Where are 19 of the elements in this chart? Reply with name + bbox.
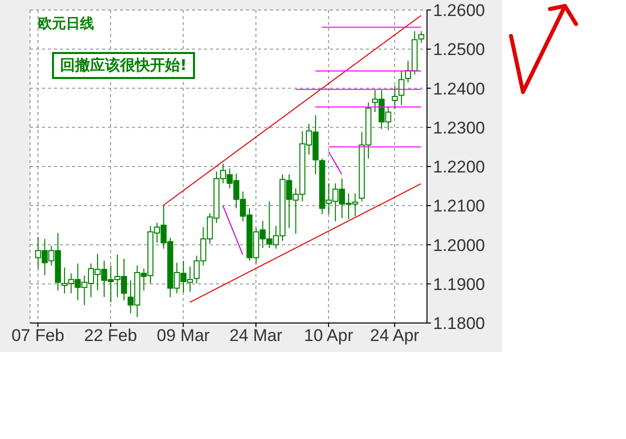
x-tick-label: 24 Mar [229,326,283,346]
candlestick [392,85,398,110]
y-tick-label: 1.2200 [433,158,485,177]
x-tick-label: 07 Feb [11,326,64,346]
x-tick-label: 24 Apr [370,326,420,346]
chart-title: 欧元日线 [38,15,94,33]
x-tick-label: 22 Feb [84,326,138,346]
y-tick-label: 1.2300 [433,118,485,138]
x-tick-label: 09 Mar [156,326,210,346]
y-tick-label: 1.2000 [433,236,485,255]
annotation: 回撤应该很快开始! [52,52,195,79]
y-tick-label: 1.2600 [433,1,485,20]
candlestick [398,70,404,106]
x-tick-label: 10 Apr [304,326,354,346]
y-tick-label: 1.2100 [433,196,485,216]
y-tick-label: 1.2400 [433,79,485,98]
y-tick-label: 1.2500 [433,40,485,60]
y-tick-label: 1.1900 [433,274,485,294]
y-tick-label: 1.1800 [433,314,485,334]
